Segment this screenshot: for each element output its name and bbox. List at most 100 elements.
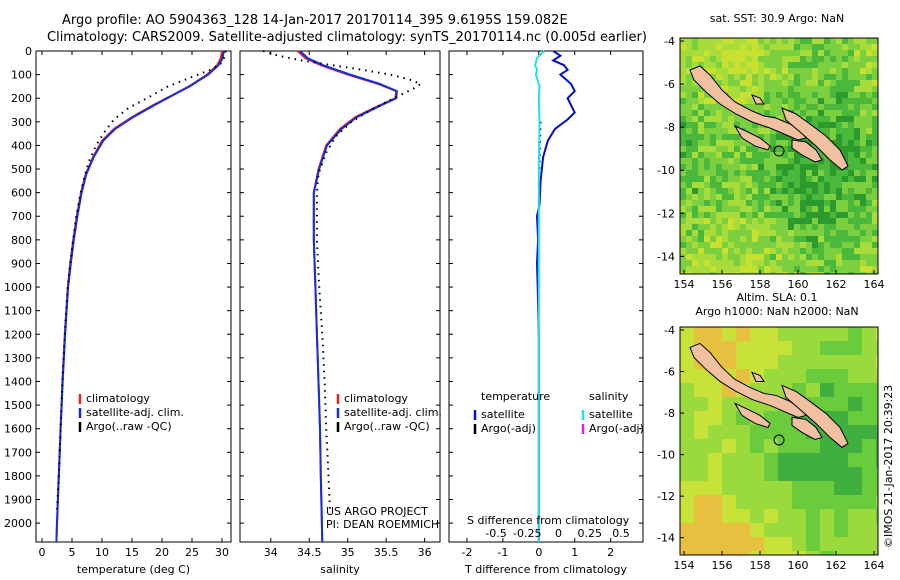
map-cell [680, 134, 686, 140]
map-cell [824, 242, 830, 248]
map-cell [860, 266, 866, 272]
map-cell [860, 236, 866, 242]
map-cell [788, 224, 794, 230]
map-cell [794, 110, 800, 116]
map-cell [848, 158, 854, 164]
map-cell [876, 467, 878, 481]
map-cell [734, 152, 740, 158]
map-cell [860, 242, 866, 248]
map-cell [698, 152, 704, 158]
map-cell [764, 182, 770, 188]
map-cell [800, 158, 806, 164]
series-satellite-adj-clim- [55, 50, 225, 543]
map-cell [854, 182, 860, 188]
map-cell [872, 56, 878, 62]
map-cell [824, 212, 830, 218]
map-cell [866, 122, 872, 128]
map-cell [876, 439, 878, 453]
map-cell [776, 266, 782, 272]
map-cell [848, 397, 862, 411]
map-cell [764, 242, 770, 248]
map-cell [752, 272, 758, 274]
map-cell [794, 218, 800, 224]
map-cell [792, 369, 806, 383]
map-cell [764, 327, 778, 341]
map-cell [860, 62, 866, 68]
map-cell [830, 92, 836, 98]
map-cell [782, 134, 788, 140]
map-cell [764, 62, 770, 68]
map-cell [854, 164, 860, 170]
map-cell [740, 224, 746, 230]
map-cell [746, 74, 752, 80]
map-cell [824, 38, 830, 44]
map-cell [722, 242, 728, 248]
y-tick-label: 1700 [4, 446, 32, 459]
map-cell [854, 230, 860, 236]
map-cell [792, 537, 806, 551]
map-cell [848, 425, 862, 439]
map-cell [860, 56, 866, 62]
map-cell [866, 68, 872, 74]
map-cell [776, 134, 782, 140]
map-cell [800, 164, 806, 170]
map-cell [848, 218, 854, 224]
map-cell [708, 481, 722, 495]
series-climatology [55, 50, 223, 543]
map-cell [728, 194, 734, 200]
map-cell [866, 152, 872, 158]
map-cell [872, 146, 878, 152]
map-cell [692, 134, 698, 140]
map-cell [740, 164, 746, 170]
map-cell [728, 80, 734, 86]
map-cell [750, 327, 764, 341]
map-cell [704, 266, 710, 272]
map-cell [778, 425, 792, 439]
map-cell [824, 116, 830, 122]
map-cell [722, 110, 728, 116]
map-cell [818, 152, 824, 158]
map-cell [806, 110, 812, 116]
map-cell [806, 439, 820, 453]
map-cell [752, 152, 758, 158]
map-cell [770, 134, 776, 140]
map-cell [692, 128, 698, 134]
map-cell [680, 411, 694, 425]
legend-label: satellite-adj. clim. [344, 406, 442, 419]
map-cell [750, 453, 764, 467]
island-shape [733, 402, 771, 429]
map-x-tick-label: 154 [674, 278, 695, 291]
x-tick-label: 1 [571, 546, 578, 559]
map-cell [872, 134, 878, 140]
map-cell [876, 341, 878, 355]
map-cell [794, 92, 800, 98]
map-cell [842, 38, 848, 44]
map-cell [694, 495, 708, 509]
map-cell [794, 212, 800, 218]
map-cell [770, 50, 776, 56]
map-x-tick-label: 164 [864, 559, 885, 572]
map-cell [860, 104, 866, 110]
map-cell [866, 176, 872, 182]
island-shape [751, 371, 765, 382]
map-cell [830, 236, 836, 242]
y-tick-label: 500 [11, 163, 32, 176]
map-cell [764, 369, 778, 383]
map-cell [824, 74, 830, 80]
map-cell [824, 158, 830, 164]
map-cell [764, 104, 770, 110]
map-cell [800, 170, 806, 176]
map-cell [866, 218, 872, 224]
map-cell [830, 68, 836, 74]
map-cell [736, 453, 750, 467]
map-cell [710, 164, 716, 170]
map-cell [770, 170, 776, 176]
map-cell [746, 152, 752, 158]
map-cell [708, 439, 722, 453]
map-cell [698, 200, 704, 206]
map-cell [680, 80, 686, 86]
map-cell [866, 272, 872, 274]
map-cell [752, 68, 758, 74]
map-cell [722, 80, 728, 86]
map-cell [764, 44, 770, 50]
